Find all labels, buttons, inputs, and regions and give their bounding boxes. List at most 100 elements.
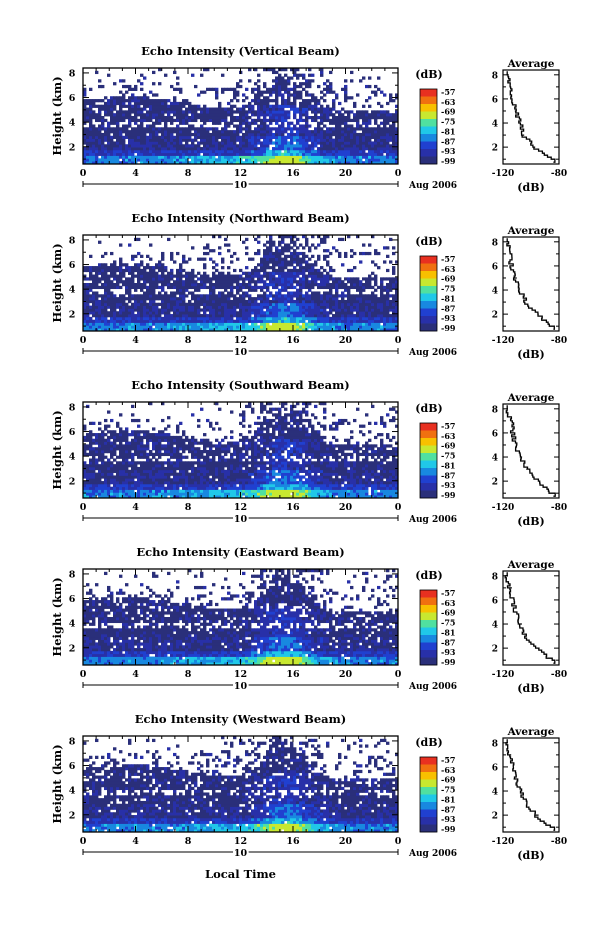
x-tick-label: 16 bbox=[286, 836, 300, 847]
colorbar-swatch bbox=[420, 149, 437, 157]
x-tick-label: 0 bbox=[395, 502, 402, 513]
x-tick-label: 0 bbox=[80, 836, 87, 847]
panel-title: Echo Intensity (Eastward Beam) bbox=[136, 545, 344, 559]
colorbar-swatch bbox=[420, 490, 437, 499]
date-label: Aug 2006 bbox=[408, 682, 457, 692]
colorbar-label: -57 bbox=[441, 755, 455, 765]
colorbar-swatch bbox=[420, 757, 437, 765]
colorbar-label: -99 bbox=[441, 824, 456, 834]
y-tick-label: 2 bbox=[69, 643, 76, 654]
average-x-tick-label: -80 bbox=[551, 169, 567, 179]
average-y-tick-label: 4 bbox=[492, 454, 498, 464]
colorbar-swatch bbox=[420, 453, 437, 461]
x-axis-label: Local Time bbox=[205, 867, 276, 881]
colorbar-label: -99 bbox=[441, 323, 456, 333]
colorbar-swatch bbox=[420, 802, 437, 810]
average-frame bbox=[502, 69, 560, 165]
x-tick-label: 8 bbox=[185, 168, 192, 179]
panel-title: Echo Intensity (Vertical Beam) bbox=[141, 44, 340, 58]
average-x-tick-label: -80 bbox=[551, 837, 567, 847]
colorbar-swatch bbox=[420, 430, 437, 439]
colorbar-label: -75 bbox=[441, 451, 455, 461]
y-tick-label: 4 bbox=[69, 118, 76, 129]
colorbar-label: -93 bbox=[441, 480, 456, 490]
colorbar-label: -63 bbox=[441, 97, 456, 107]
average-x-label: (dB) bbox=[517, 682, 544, 695]
colorbar-frame bbox=[419, 422, 438, 499]
y-tick-label: 6 bbox=[69, 761, 76, 772]
panel-title: Echo Intensity (Northward Beam) bbox=[131, 211, 349, 225]
x-tick-label: 8 bbox=[185, 836, 192, 847]
average-y-tick-label: 6 bbox=[492, 262, 498, 272]
y-tick-label: 8 bbox=[69, 235, 76, 246]
colorbar-label: -87 bbox=[441, 637, 455, 647]
colorbar-label: -81 bbox=[441, 627, 455, 637]
y-tick-label: 8 bbox=[69, 569, 76, 580]
x-tick-label: 0 bbox=[80, 335, 87, 346]
average-x-tick-label: -120 bbox=[492, 169, 515, 179]
colorbar-label: -57 bbox=[441, 87, 455, 97]
x-tick-label: 0 bbox=[80, 168, 87, 179]
colorbar-swatch bbox=[420, 445, 437, 454]
colorbar-label: -69 bbox=[441, 441, 456, 451]
colorbar-swatch bbox=[420, 96, 437, 105]
average-y-tick-label: 4 bbox=[492, 287, 498, 297]
colorbar-frame bbox=[419, 255, 438, 332]
colorbar-swatch bbox=[420, 111, 437, 120]
colorbar-label: -69 bbox=[441, 107, 456, 117]
colorbar-label: -81 bbox=[441, 126, 455, 136]
average-title: Average bbox=[507, 225, 555, 237]
y-tick-label: 2 bbox=[69, 476, 76, 487]
date-day-label: 10 bbox=[234, 681, 248, 692]
colorbar-label: -69 bbox=[441, 775, 456, 785]
x-tick-label: 12 bbox=[234, 836, 247, 847]
colorbar-swatch bbox=[420, 627, 437, 636]
colorbar-label: -87 bbox=[441, 804, 455, 814]
colorbar-swatch bbox=[420, 650, 437, 658]
colorbar-frame bbox=[419, 756, 438, 833]
colorbar-swatch bbox=[420, 256, 437, 264]
y-tick-label: 6 bbox=[69, 260, 76, 271]
average-y-tick-label: 2 bbox=[492, 478, 498, 488]
colorbar-swatch bbox=[420, 794, 437, 803]
x-tick-label: 16 bbox=[286, 502, 300, 513]
y-axis-label: Height (km) bbox=[50, 410, 64, 489]
average-frame bbox=[502, 570, 560, 666]
y-tick-label: 6 bbox=[69, 594, 76, 605]
average-y-tick-label: 6 bbox=[492, 596, 498, 606]
average-profile-line bbox=[505, 405, 556, 497]
x-tick-label: 20 bbox=[339, 836, 353, 847]
x-tick-label: 12 bbox=[234, 502, 247, 513]
average-y-tick-label: 8 bbox=[492, 238, 498, 248]
panel-2: Echo Intensity (Northward Beam)0 4 8 12 16 20… bbox=[50, 211, 567, 361]
colorbar-label: -81 bbox=[441, 460, 455, 470]
colorbar-swatch bbox=[420, 475, 437, 484]
colorbar-label: -75 bbox=[441, 618, 455, 628]
colorbar-swatch bbox=[420, 308, 437, 317]
y-axis-label: Height (km) bbox=[50, 744, 64, 823]
colorbar-label: -69 bbox=[441, 608, 456, 618]
colorbar-swatch bbox=[420, 817, 437, 825]
colorbar-swatch bbox=[420, 134, 437, 142]
colorbar-swatch bbox=[420, 642, 437, 651]
colorbar-swatch bbox=[420, 612, 437, 621]
y-axis-label: Height (km) bbox=[50, 76, 64, 155]
colorbar-label: -57 bbox=[441, 588, 455, 598]
date-label: Aug 2006 bbox=[408, 348, 457, 358]
colorbar-label: -57 bbox=[441, 421, 455, 431]
x-tick-label: 4 bbox=[132, 168, 139, 179]
date-label: Aug 2006 bbox=[408, 515, 457, 525]
heatmap-cells bbox=[83, 569, 399, 666]
average-x-tick-label: -80 bbox=[551, 336, 567, 346]
heatmap-cells bbox=[83, 235, 399, 332]
colorbar-unit: (dB) bbox=[415, 235, 442, 248]
y-tick-label: 2 bbox=[69, 142, 76, 153]
y-axis-label: Height (km) bbox=[50, 577, 64, 656]
average-y-tick-label: 2 bbox=[492, 144, 498, 154]
colorbar-swatch bbox=[420, 293, 437, 302]
colorbar-label: -75 bbox=[441, 117, 455, 127]
average-y-tick-label: 4 bbox=[492, 621, 498, 631]
date-label: Aug 2006 bbox=[408, 181, 457, 191]
colorbar-label: -99 bbox=[441, 156, 456, 166]
